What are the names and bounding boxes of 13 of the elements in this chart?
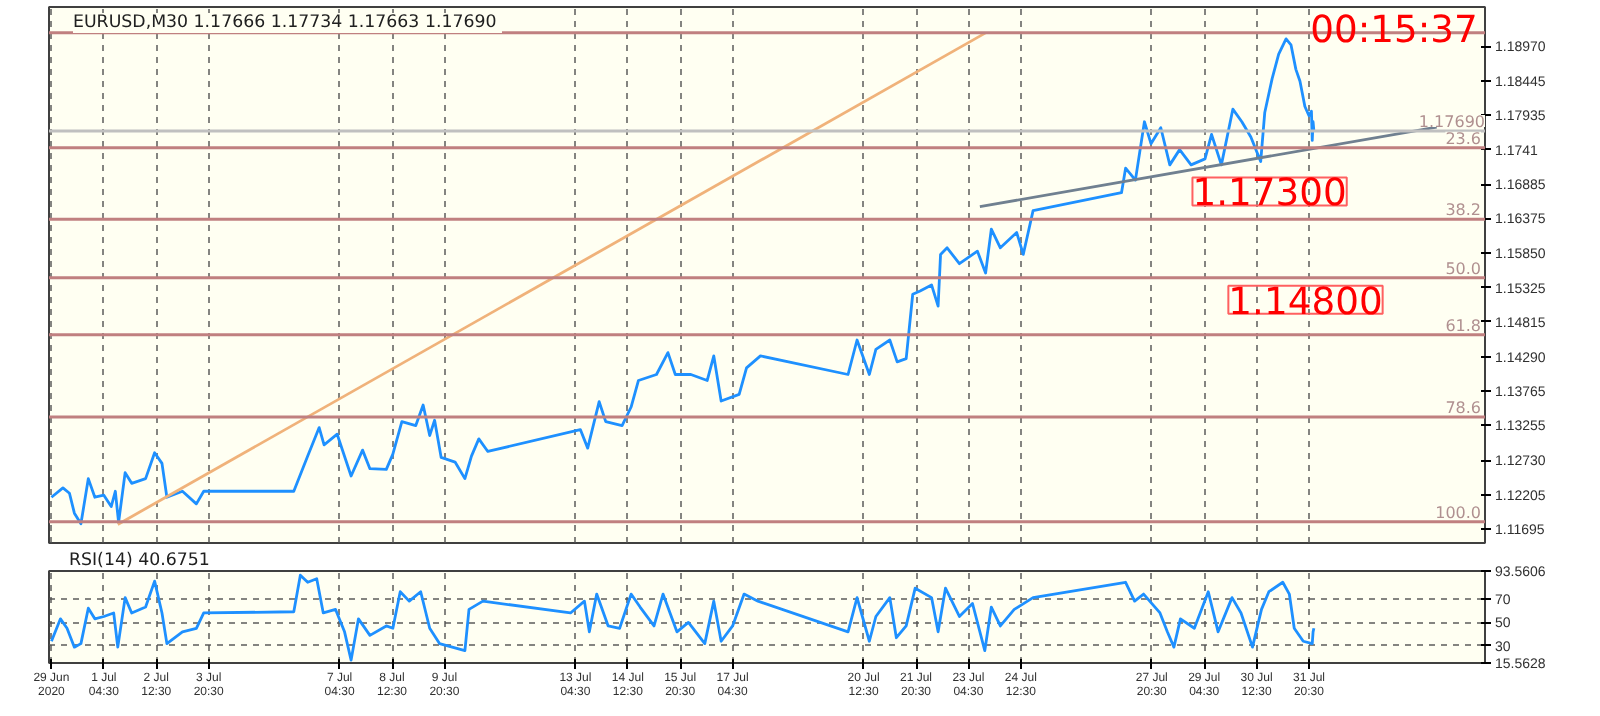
annotation: 1.17300 — [1192, 173, 1347, 216]
annotation: 38.2 — [1445, 201, 1481, 220]
chart-title: RSI(14) 40.6751 — [69, 551, 210, 571]
annotation: 00:15:37 — [1310, 9, 1478, 52]
chart-title: EURUSD,M30 1.17666 1.17734 1.17663 1.17690 — [73, 13, 497, 33]
annotation: 1.14800 — [1228, 281, 1383, 324]
annotation: 50.0 — [1445, 259, 1481, 278]
annotation: 78.6 — [1445, 398, 1481, 417]
annotation: 61.8 — [1445, 316, 1481, 335]
line-series — [50, 573, 1316, 662]
annotation: 23.6 — [1445, 129, 1481, 148]
ref-line-label: 1.17690 — [1418, 113, 1486, 132]
annotation: 100.0 — [1435, 503, 1482, 522]
